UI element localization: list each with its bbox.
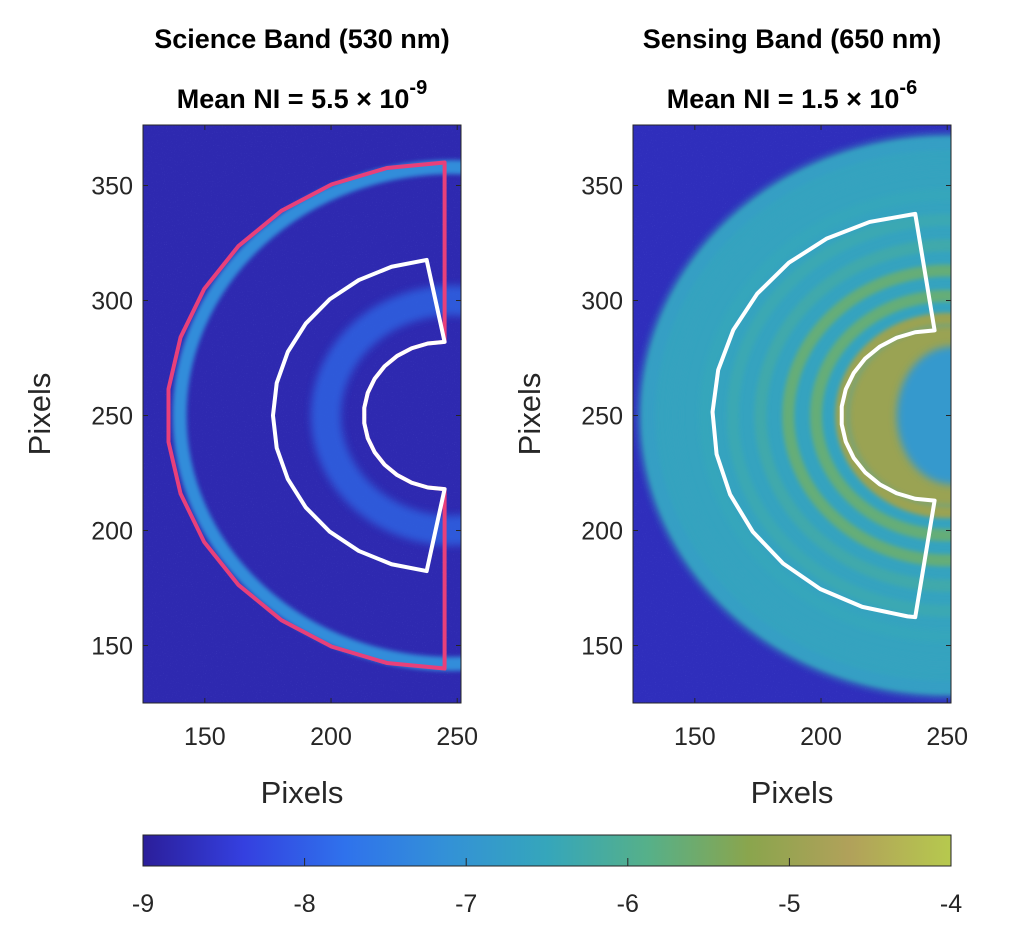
y-tick-label: 350 [91,172,133,200]
heatmap-image [143,125,461,703]
y-tick-label: 250 [581,402,623,430]
x-tick-label: 150 [674,723,716,751]
subtitle-prefix: Mean NI = 5.5 × [177,84,380,114]
colorbar-tick-label: -8 [293,890,315,918]
y-axis-label: Pixels [22,373,57,456]
panel-0: 150 200 250 150 200 250 300 350 Pixels Pixels Scie… [22,24,478,810]
colorbar-tick-label: -4 [940,890,962,918]
panel-subtitle: Mean NI = 5.5 × 10-9 [177,77,427,114]
dark-hole-outline [710,211,937,620]
colorbar-tick-label: -9 [132,890,154,918]
y-tick-label: 250 [91,402,133,430]
x-tick-label: 250 [926,723,968,751]
panel-1: 150 200 250 150 200 250 300 350 Pixels Pixels Sens… [512,24,968,810]
x-tick-label: 250 [436,723,478,751]
y-axis-label: Pixels [512,373,547,456]
ring [699,188,951,643]
colorbar: -9 -8 -7 -6 -5 -4 [132,834,962,918]
axes-box [142,124,462,704]
axes-box [632,124,952,704]
x-tick-label: 200 [310,723,352,751]
dark-hole-outline [270,257,447,574]
subtitle-base: 10 [869,84,899,114]
x-tick-label: 200 [800,723,842,751]
heatmap-image [633,125,951,703]
x-tick-label: 150 [184,723,226,751]
ring [782,264,951,567]
panel-title: Sensing Band (650 nm) [643,24,942,54]
ring [754,239,951,592]
panel-title: Science Band (530 nm) [154,24,450,54]
x-axis-label: Pixels [751,775,834,810]
subtitle-base: 10 [379,84,409,114]
ring [643,138,951,693]
subtitle-exponent: -6 [899,77,917,99]
colorbar-tick-label: -6 [617,890,639,918]
y-tick-label: 300 [581,287,623,315]
inner-glow [311,285,461,546]
subtitle-prefix: Mean NI = 1.5 × [667,84,870,114]
y-tick-label: 300 [91,287,133,315]
y-tick-label: 200 [581,517,623,545]
panel-subtitle: Mean NI = 1.5 × 10-6 [667,77,917,114]
ring [726,214,951,617]
ring [172,160,461,671]
y-tick-label: 350 [581,172,623,200]
colorbar-gradient [142,834,952,867]
colorbar-tick-label: -5 [778,890,800,918]
x-axis-label: Pixels [261,775,344,810]
colorbar-tick-label: -7 [455,890,477,918]
y-tick-label: 200 [91,517,133,545]
y-tick-label: 150 [91,632,133,660]
subtitle-exponent: -9 [409,77,427,99]
ring [668,161,951,670]
y-tick-label: 150 [581,632,623,660]
ring [810,289,951,542]
heatmap-noise [143,125,461,703]
core-hole [896,346,951,485]
